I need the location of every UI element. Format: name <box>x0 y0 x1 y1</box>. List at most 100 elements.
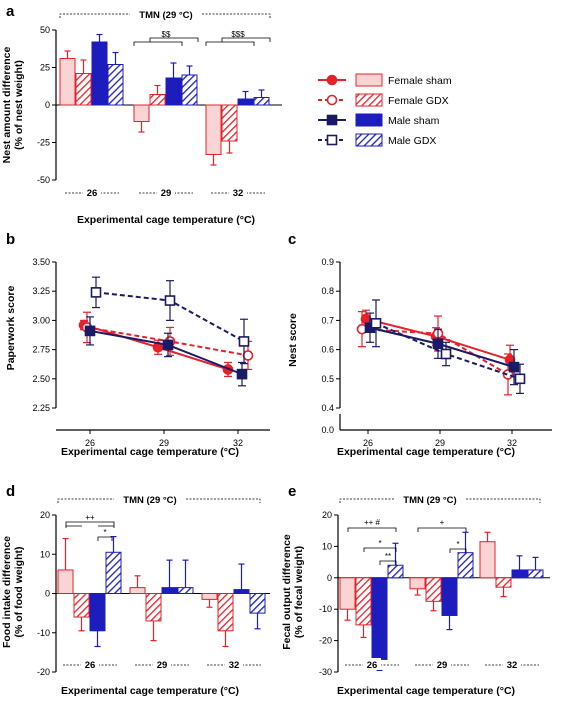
y-tick-label-d: 20 <box>40 510 50 520</box>
y-tick-label-c: 0.4 <box>321 403 334 413</box>
bar-d <box>57 569 74 595</box>
data-point-c <box>370 318 382 329</box>
y-axis-title-b: Paperwork score <box>5 286 17 371</box>
significance-bracket-e <box>363 547 397 552</box>
category-label-bg-e <box>433 658 451 670</box>
category-label-bg-a <box>157 186 175 198</box>
significance-bracket-e <box>379 560 397 565</box>
category-label-d: 29 <box>157 660 168 671</box>
significance-label-a: $$ <box>162 30 171 39</box>
data-point-c <box>508 361 520 373</box>
tmn-bracket-label-e: TMN (29 °C) <box>403 495 456 506</box>
significance-label-e: ** <box>385 552 391 561</box>
tmn-bracket-label-a: TMN (29 °C) <box>139 10 192 21</box>
legend-marker <box>326 74 338 86</box>
category-label-e: 32 <box>507 660 518 671</box>
category-label-d: 32 <box>229 660 240 671</box>
panel-label-d: d <box>6 483 15 500</box>
panel-label-c: c <box>288 231 296 248</box>
bar-d <box>73 593 90 618</box>
y-tick-label-b: 3.25 <box>32 286 50 296</box>
category-label-d: 26 <box>85 660 96 671</box>
tmn-bracket-a <box>59 13 271 18</box>
y-axis-title-c: Nest score <box>287 313 299 367</box>
significance-bracket-a <box>221 37 271 42</box>
significance-label-e: * <box>378 539 381 548</box>
legend-label-female-gdx: Female GDX <box>388 95 449 107</box>
bar-d <box>249 593 266 614</box>
y-tick-label-b: 2.75 <box>32 345 50 355</box>
bar-a <box>221 104 238 142</box>
bar-a <box>237 98 254 106</box>
y-tick-label-c: 0.0 <box>321 425 334 435</box>
legend-label-male-sham: Male sham <box>388 115 440 127</box>
bar-d <box>145 593 162 622</box>
category-label-a: 26 <box>87 188 98 199</box>
bar-e <box>479 541 496 579</box>
y-tick-label-b: 3.50 <box>32 257 50 267</box>
x-tick-label-c: 32 <box>507 438 517 448</box>
legend-swatch <box>355 113 383 127</box>
category-label-bg-e <box>363 658 381 670</box>
category-label-bg-d <box>153 658 171 670</box>
bar-e <box>339 577 356 610</box>
tmn-bracket-label-d: TMN (29 °C) <box>123 495 176 506</box>
x-tick-label-c: 26 <box>363 438 373 448</box>
x-tick-label-c: 29 <box>435 438 445 448</box>
y-tick-label-c: 0.9 <box>321 257 334 267</box>
y-axis-title-e-line1: Fecal output difference <box>281 534 293 650</box>
bar-e <box>511 569 528 579</box>
data-point-b <box>90 287 102 298</box>
data-point-b <box>84 325 96 337</box>
bar-d <box>177 587 194 594</box>
bar-d <box>105 551 122 594</box>
y-tick-label-b: 3.00 <box>32 315 50 325</box>
significance-label-e: * <box>456 540 459 549</box>
category-label-bg-a <box>83 186 101 198</box>
y-tick-label-b: 2.25 <box>32 403 50 413</box>
data-point-b <box>236 368 248 380</box>
y-tick-label-e: -30 <box>319 667 332 677</box>
y-axis-title-a-line1: Nest amount difference <box>1 47 13 164</box>
significance-label-a: $$$ <box>231 30 245 39</box>
category-label-a: 32 <box>233 188 244 199</box>
data-point-b <box>164 295 176 306</box>
legend-label-male-gdx: Male GDX <box>388 135 436 147</box>
legend-swatch <box>355 73 383 87</box>
y-tick-label-e: 10 <box>322 541 332 551</box>
y-tick-label-e: 0 <box>327 573 332 583</box>
y-tick-label-e: -10 <box>319 604 332 614</box>
significance-bracket-d <box>97 536 113 541</box>
data-point-b <box>238 336 250 347</box>
bar-e <box>425 577 442 602</box>
data-point-b <box>242 350 254 361</box>
significance-bracket-e <box>417 527 467 532</box>
y-tick-label-a: -25 <box>37 138 50 148</box>
category-label-bg-d <box>81 658 99 670</box>
category-label-bg-a <box>229 186 247 198</box>
y-axis-title-d-line2: (% of food weight) <box>13 547 25 638</box>
category-label-bg-e <box>503 658 521 670</box>
panel-label-b: b <box>6 231 15 248</box>
bar-d <box>201 593 218 600</box>
y-tick-label-a: 25 <box>40 63 50 73</box>
significance-bracket-e <box>449 548 467 553</box>
category-label-e: 29 <box>437 660 448 671</box>
bar-a <box>59 58 76 106</box>
legend-label-female-sham: Female sham <box>388 75 452 87</box>
bar-e <box>355 577 372 626</box>
y-tick-label-d: -20 <box>37 667 50 677</box>
significance-label-e: ++ # <box>364 518 381 527</box>
x-tick-label-b: 26 <box>85 438 95 448</box>
significance-bracket-d <box>65 521 115 528</box>
data-point-b <box>162 339 174 351</box>
bar-a <box>253 97 270 106</box>
bar-a <box>205 104 222 155</box>
legend-swatch <box>355 93 383 107</box>
significance-bracket-e <box>347 527 397 532</box>
bar-a <box>91 41 108 106</box>
y-tick-label-c: 0.7 <box>321 315 334 325</box>
panel-label-a: a <box>6 3 15 20</box>
category-label-e: 26 <box>367 660 378 671</box>
significance-label-d: ++ <box>85 513 95 522</box>
